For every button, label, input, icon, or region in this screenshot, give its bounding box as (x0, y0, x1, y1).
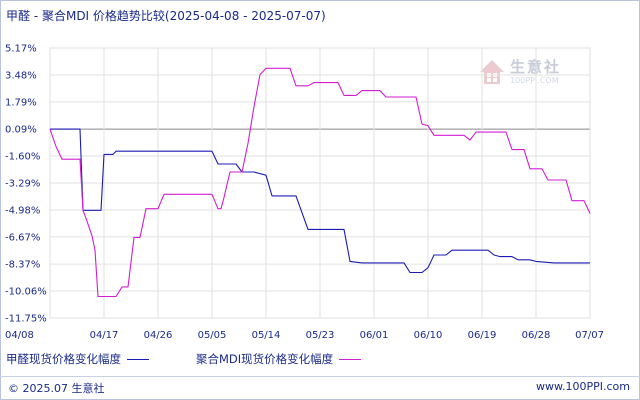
x-tick-label: 04/26 (144, 330, 173, 341)
watermark-name: 生意社 (510, 58, 562, 76)
y-tick-label: -6.67% (5, 232, 40, 243)
legend-item-formaldehyde: 甲醛现货价格变化幅度 (6, 351, 149, 367)
legend-swatch-formaldehyde (127, 359, 149, 360)
x-tick-label: 06/28 (522, 330, 551, 341)
series-line-formaldehyde (50, 128, 590, 274)
y-tick-label: -4.98% (5, 205, 40, 216)
y-tick-label: -10.06% (5, 287, 47, 298)
x-tick-label: 05/05 (198, 330, 227, 341)
y-tick-label: 3.48% (5, 70, 37, 81)
y-tick-label: 0.09% (5, 125, 37, 136)
chart-title: 甲醛 - 聚合MDI 价格趋势比较(2025-04-08 - 2025-07-0… (6, 9, 326, 23)
y-tick-label: 1.79% (5, 97, 37, 108)
legend-label-mdi: 聚合MDI现货价格变化幅度 (196, 352, 334, 366)
x-tick-label: 06/19 (468, 330, 497, 341)
footer-divider (0, 376, 640, 377)
legend-label-formaldehyde: 甲醛现货价格变化幅度 (6, 352, 121, 366)
y-tick-label: 5.17% (5, 44, 37, 55)
x-tick-label: 06/01 (360, 330, 389, 341)
legend-swatch-mdi (339, 359, 362, 360)
footer-url: www.100PPI.com (536, 380, 630, 393)
x-tick-label: 05/14 (252, 330, 281, 341)
x-tick-label: 05/23 (306, 330, 335, 341)
x-tick-label: 04/08 (5, 330, 34, 341)
axis-ticks: 5.17% 3.48% 1.79% 0.09% -1.60% -3.29% -4.98% -6… (5, 44, 604, 342)
x-tick-label: 04/17 (90, 330, 119, 341)
y-tick-label: -8.37% (5, 260, 40, 271)
y-tick-label: -1.60% (5, 152, 40, 163)
y-tick-label: -3.29% (5, 179, 40, 190)
series-line-mdi (49, 67, 591, 298)
grid-lines (49, 47, 591, 319)
x-tick-label: 06/10 (414, 330, 443, 341)
line-chart: 5.17% 3.48% 1.79% 0.09% -1.60% -3.29% -4.98% -6… (5, 44, 604, 342)
watermark-url: 100PPI.COM (510, 76, 559, 85)
footer-copyright: © 2025.07 生意社 (8, 382, 105, 395)
series-lines (49, 67, 591, 298)
legend-item-mdi: 聚合MDI现货价格变化幅度 (196, 351, 362, 367)
y-tick-label: -11.75% (5, 314, 47, 325)
x-tick-label: 07/07 (575, 330, 604, 341)
